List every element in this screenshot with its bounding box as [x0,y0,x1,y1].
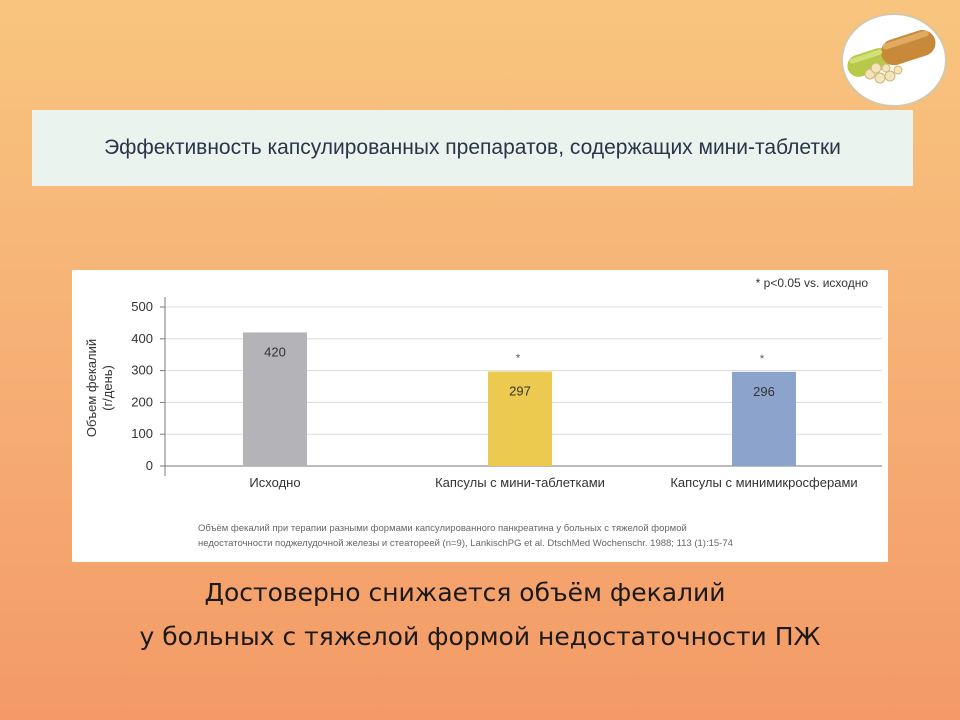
bar [732,371,796,466]
conclusion-line-2: у больных с тяжелой формой недостаточнос… [139,622,821,651]
significance-mark: * [516,353,521,365]
data-label: 297 [509,384,531,399]
category-label: Капсулы с мини-таблетками [435,475,605,490]
title-box: Эффективность капсулированных препаратов… [32,110,913,186]
y-tick-label: 0 [146,458,153,473]
y-axis-label: Объем фекалий(г/день) [84,339,115,437]
y-axis-label-line: Объем фекалий [84,339,99,437]
data-label: 420 [264,344,286,359]
y-tick-label: 200 [131,394,153,409]
source-note-line-2: недостаточности поджелудочной железы и с… [198,538,733,549]
significance-note: * p<0.05 vs. исходно [756,276,869,290]
bar [488,371,552,466]
category-label: Исходно [249,475,300,490]
y-tick-label: 100 [131,426,153,441]
bar-chart: 0 100 200 300 400 500 420 Исходно 297 * Капсулы с … [84,276,882,549]
y-axis-label-line: (г/день) [100,365,115,411]
y-tick-label: 400 [131,331,153,346]
chart-text: 0 100 200 300 400 500 420 Исходно 297 * Капсулы с … [84,276,868,549]
conclusion-line-1: Достоверно снижается объём фекалий [204,578,726,607]
significance-mark: * [760,353,765,365]
bars [243,332,796,466]
category-label: Капсулы с минимикросферами [670,475,857,490]
capsule-pills-icon [832,4,950,108]
slide-title: Эффективность капсулированных препаратов… [104,136,841,159]
y-tick-label: 300 [131,363,153,378]
data-label: 296 [753,384,775,399]
source-note-line-1: Объём фекалий при терапии разными формам… [198,523,687,534]
chart-panel: 0 100 200 300 400 500 420 Исходно 297 * Капсулы с … [72,270,888,562]
y-tick-label: 500 [131,299,153,314]
bar [243,332,307,466]
